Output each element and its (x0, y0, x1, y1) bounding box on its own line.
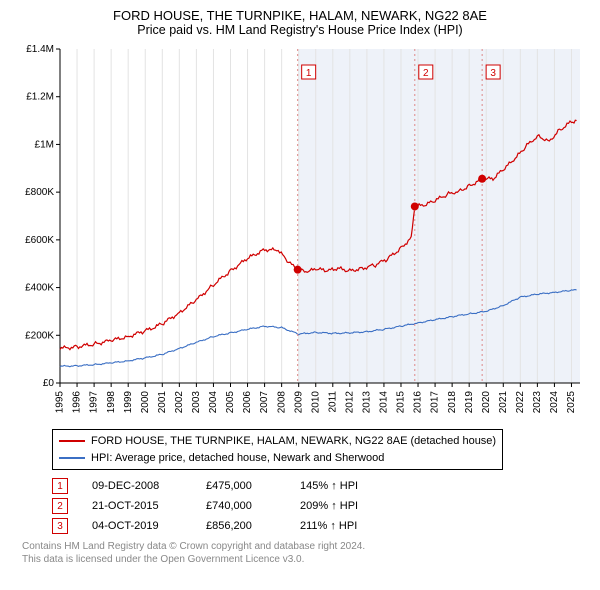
footer-line2: This data is licensed under the Open Gov… (22, 553, 588, 566)
svg-text:2011: 2011 (327, 391, 338, 413)
svg-text:2007: 2007 (259, 391, 270, 414)
sale-dot-3 (478, 175, 486, 183)
legend-label: FORD HOUSE, THE TURNPIKE, HALAM, NEWARK,… (91, 433, 496, 450)
svg-text:1998: 1998 (106, 391, 117, 414)
sale-date: 09-DEC-2008 (92, 480, 182, 492)
legend-label: HPI: Average price, detached house, Newa… (91, 450, 384, 467)
chart-plot: 1995 1996 1997 1998 1999 2000 2001 2002 2003 2004… (12, 43, 588, 423)
svg-text:1996: 1996 (72, 391, 83, 414)
svg-text:2002: 2002 (174, 391, 185, 414)
svg-text:£600K: £600K (25, 235, 54, 246)
svg-text:2005: 2005 (225, 391, 236, 414)
sale-row: 3 04-OCT-2019 £856,200 211% ↑ HPI (52, 518, 588, 534)
svg-text:2012: 2012 (344, 391, 355, 414)
sale-price: £475,000 (206, 480, 276, 492)
svg-text:2016: 2016 (413, 391, 424, 414)
svg-text:2001: 2001 (157, 391, 168, 414)
sale-date: 04-OCT-2019 (92, 520, 182, 532)
svg-text:2022: 2022 (515, 391, 526, 414)
svg-text:1: 1 (306, 68, 312, 79)
legend: FORD HOUSE, THE TURNPIKE, HALAM, NEWARK,… (52, 429, 503, 470)
sale-row: 2 21-OCT-2015 £740,000 209% ↑ HPI (52, 498, 588, 514)
svg-text:2010: 2010 (310, 391, 321, 414)
sale-delta: 211% ↑ HPI (300, 520, 357, 532)
svg-text:2006: 2006 (242, 391, 253, 414)
svg-text:£1.4M: £1.4M (26, 44, 54, 55)
svg-text:2000: 2000 (140, 391, 151, 414)
legend-swatch (59, 440, 85, 442)
svg-text:2021: 2021 (498, 391, 509, 414)
svg-text:£400K: £400K (25, 283, 54, 294)
footer-line1: Contains HM Land Registry data © Crown c… (22, 540, 588, 553)
svg-text:£800K: £800K (25, 187, 54, 198)
svg-text:2008: 2008 (276, 391, 287, 414)
svg-text:2023: 2023 (532, 391, 543, 414)
svg-text:£1M: £1M (35, 139, 54, 150)
sale-delta: 209% ↑ HPI (300, 500, 358, 512)
legend-swatch (59, 457, 85, 459)
svg-text:2018: 2018 (447, 391, 458, 414)
chart-title-line1: FORD HOUSE, THE TURNPIKE, HALAM, NEWARK,… (12, 8, 588, 23)
svg-text:2024: 2024 (549, 391, 560, 414)
legend-row: HPI: Average price, detached house, Newa… (59, 450, 496, 467)
sale-marker: 2 (52, 498, 68, 514)
svg-text:2003: 2003 (191, 391, 202, 414)
svg-text:£200K: £200K (25, 330, 54, 341)
svg-text:2025: 2025 (566, 391, 577, 414)
svg-text:2013: 2013 (362, 391, 373, 414)
sale-marker: 3 (52, 518, 68, 534)
sale-price: £740,000 (206, 500, 276, 512)
sale-delta: 145% ↑ HPI (300, 480, 358, 492)
sale-row: 1 09-DEC-2008 £475,000 145% ↑ HPI (52, 478, 588, 494)
sale-date: 21-OCT-2015 (92, 500, 182, 512)
svg-text:2020: 2020 (481, 391, 492, 414)
svg-text:2015: 2015 (396, 391, 407, 414)
svg-text:£0: £0 (43, 378, 55, 389)
legend-row: FORD HOUSE, THE TURNPIKE, HALAM, NEWARK,… (59, 433, 496, 450)
svg-text:2017: 2017 (430, 391, 441, 414)
sale-marker: 1 (52, 478, 68, 494)
svg-text:£1.2M: £1.2M (26, 92, 54, 103)
svg-text:2019: 2019 (464, 391, 475, 414)
svg-text:3: 3 (490, 68, 496, 79)
chart-svg: 1995 1996 1997 1998 1999 2000 2001 2002 2003 2004… (12, 43, 588, 423)
svg-text:2009: 2009 (293, 391, 304, 414)
svg-text:1995: 1995 (55, 391, 66, 414)
svg-text:1999: 1999 (123, 391, 134, 414)
chart-title-line2: Price paid vs. HM Land Registry's House … (12, 23, 588, 37)
svg-text:2: 2 (423, 68, 429, 79)
sale-dot-1 (294, 266, 302, 274)
svg-text:1997: 1997 (89, 391, 100, 414)
footer-text: Contains HM Land Registry data © Crown c… (22, 540, 588, 566)
svg-text:2014: 2014 (379, 391, 390, 414)
sales-list: 1 09-DEC-2008 £475,000 145% ↑ HPI 2 21-OCT-20… (12, 478, 588, 534)
chart-container: FORD HOUSE, THE TURNPIKE, HALAM, NEWARK,… (0, 0, 600, 572)
svg-text:2004: 2004 (208, 391, 219, 414)
sale-price: £856,200 (206, 520, 276, 532)
sale-dot-2 (411, 202, 419, 210)
